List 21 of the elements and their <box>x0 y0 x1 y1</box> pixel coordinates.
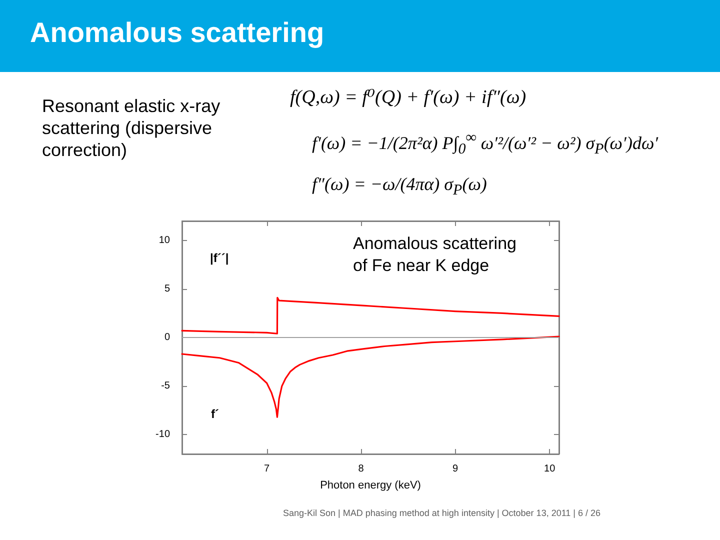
chart-title: Anomalous scattering <box>30 17 324 49</box>
annotation: Anomalous scattering of Fe near K edge <box>353 233 516 277</box>
text: f(Q,ω) = f⁰(Q) + f′(ω) + if″(ω) <box>290 86 526 109</box>
y-tick-label: 10 <box>158 234 170 246</box>
line-series <box>181 296 560 334</box>
y-tick-label: -10 <box>156 429 170 440</box>
y-tick-label: 0 <box>164 332 170 343</box>
x-tick-label: 7 <box>264 464 270 474</box>
x-tick-label: 8 <box>358 464 364 474</box>
text: f″(ω) = −ω/(4πα) σ$_{P}$(ω) <box>312 174 487 200</box>
text: f′(ω) = −1/(2π²α) P∫$_{0}$$^{∞}$ ω′²/(ω′² − ω²) σ$_{P}$(ω′)dω′ <box>312 130 658 159</box>
x-axis-title: Photon energy (keV) <box>320 480 421 492</box>
text: Sang-Kil Son | MAD phasing method at high intensity | October 13, 2011 | 6 / 26 <box>283 508 601 518</box>
annotation: f´ <box>211 407 219 421</box>
line-series <box>181 336 560 418</box>
x-tick-label: 10 <box>544 464 556 474</box>
y-tick-label: -5 <box>161 380 170 392</box>
text: Resonant elastic x-ray scattering (dispersive correction) <box>42 95 222 161</box>
y-tick-label: 5 <box>164 283 170 294</box>
x-tick-label: 9 <box>452 464 459 474</box>
annotation: |f´´| <box>210 251 229 265</box>
